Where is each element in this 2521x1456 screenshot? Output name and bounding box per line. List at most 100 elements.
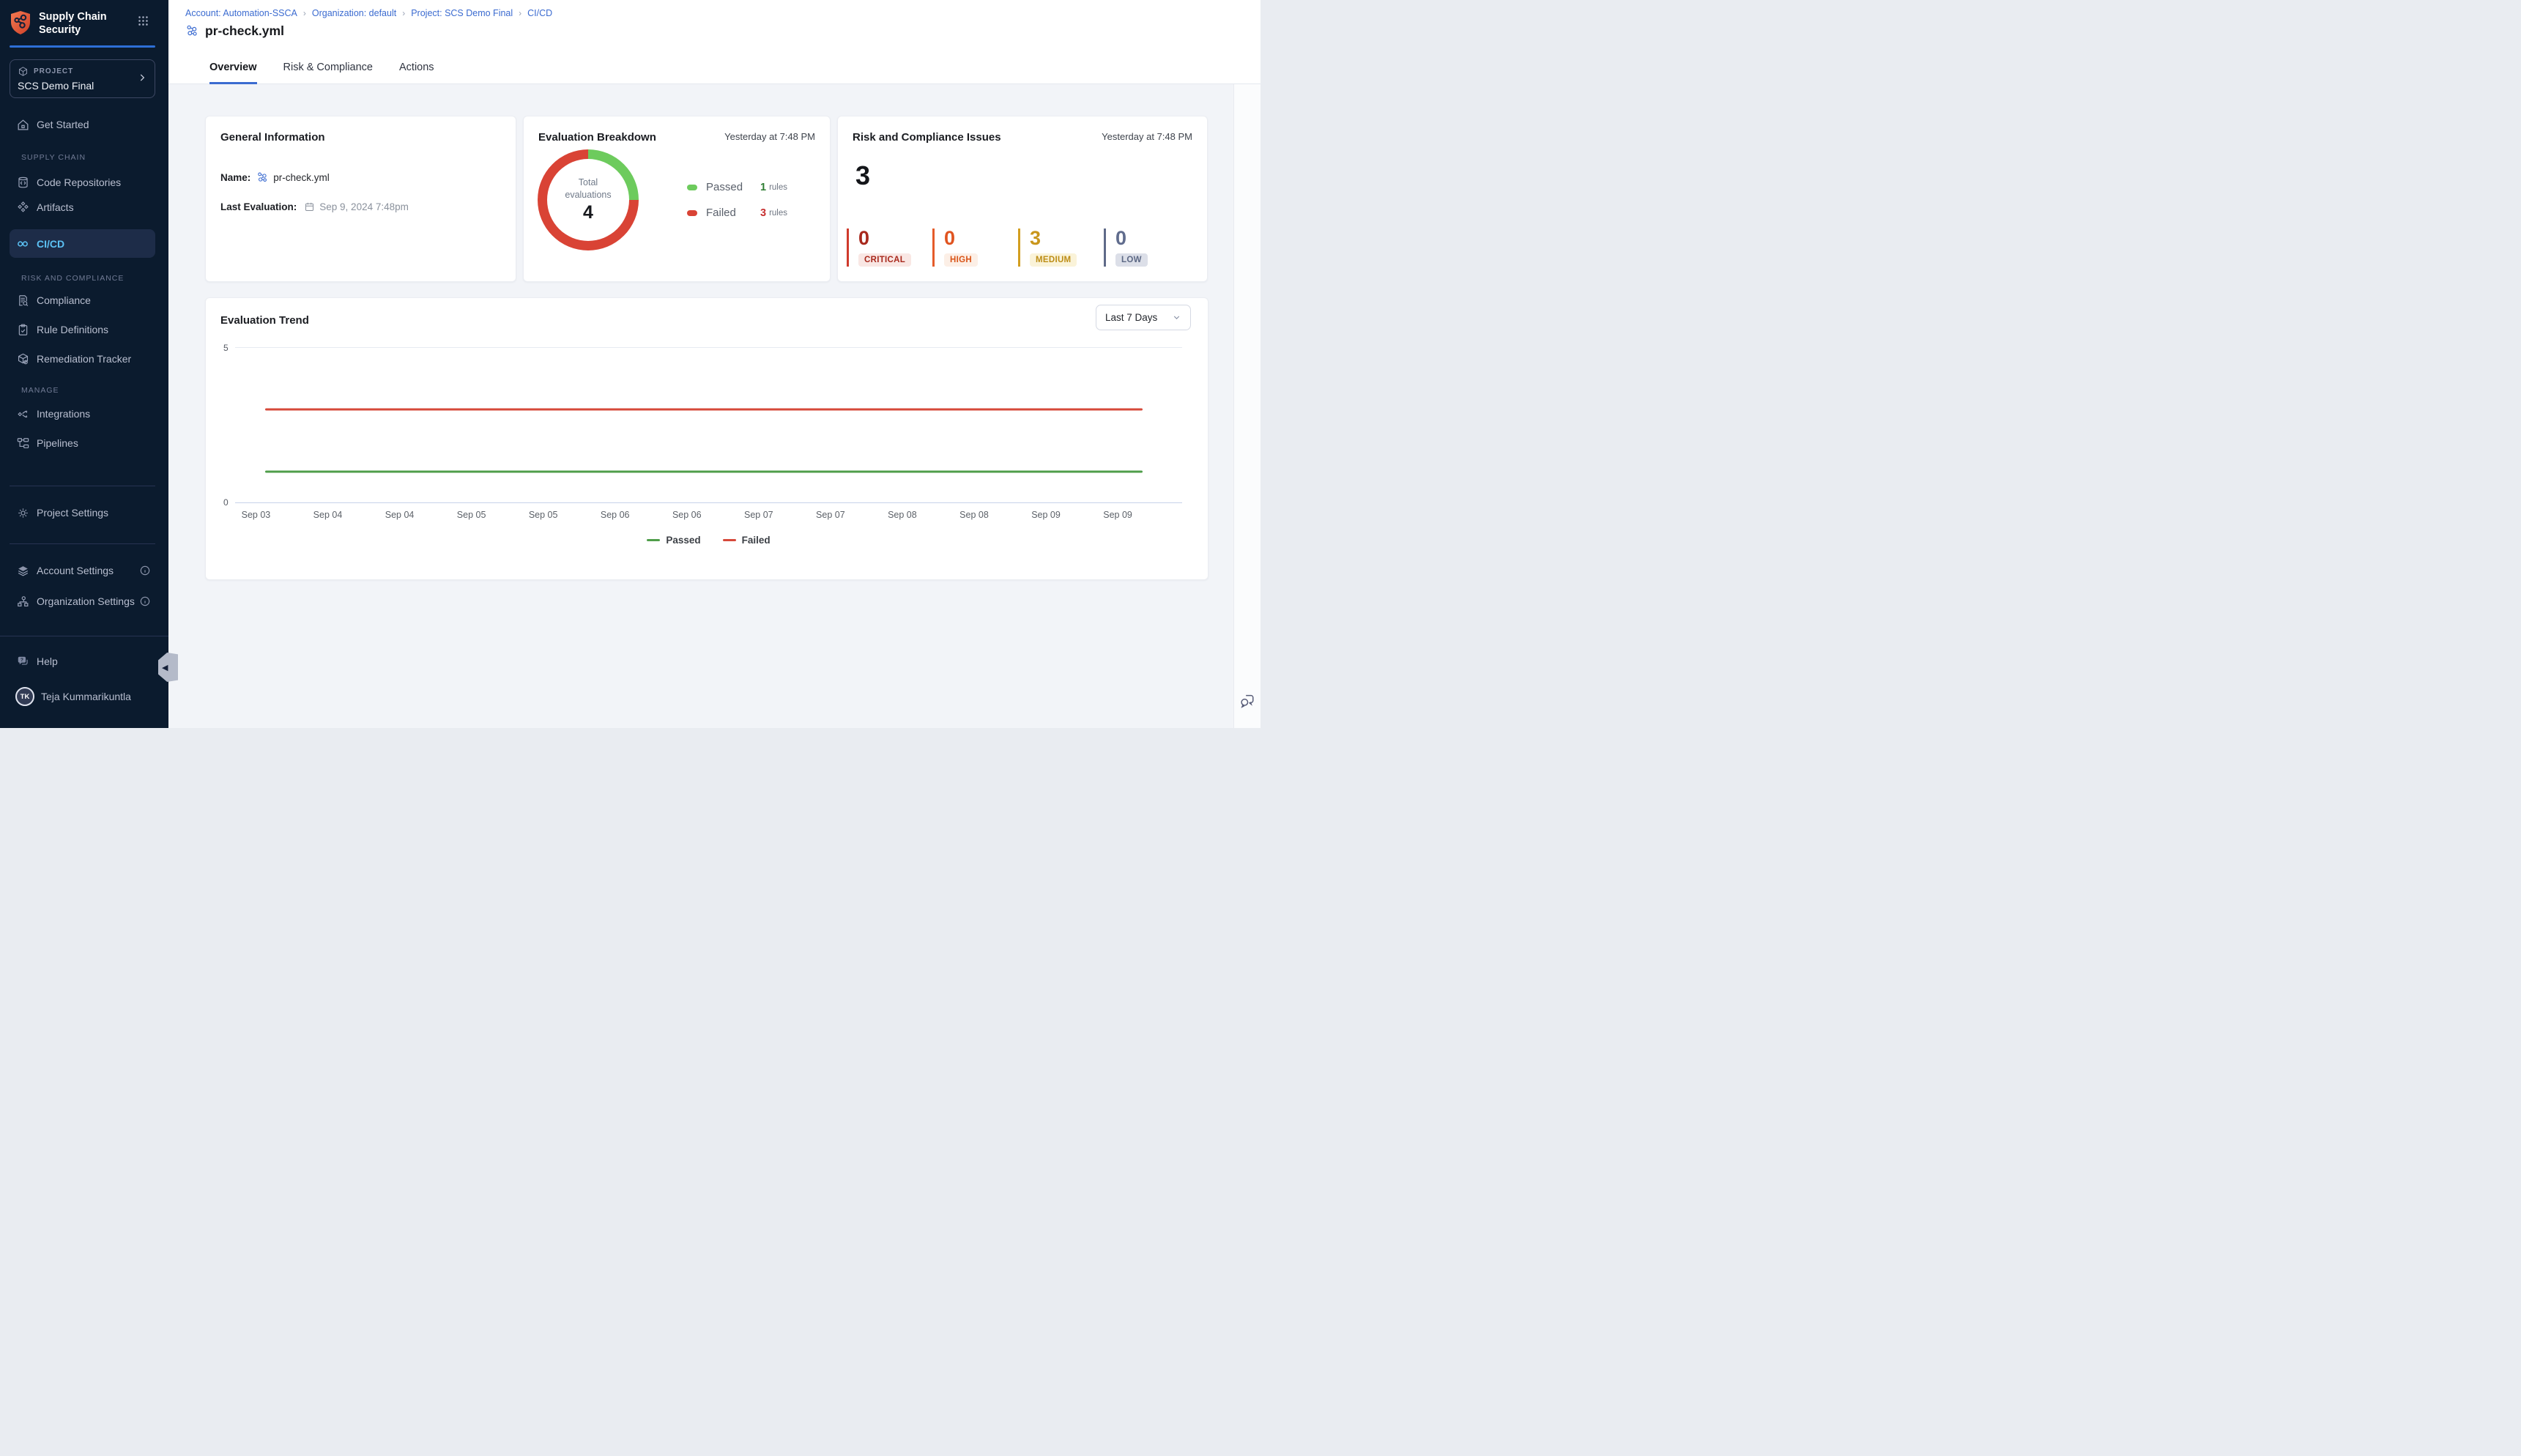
donut-total-value: 4 bbox=[583, 202, 593, 223]
evaluation-trend-card: Evaluation Trend Last 7 Days 5 0 Sep 03 … bbox=[205, 297, 1208, 580]
pipelines-icon bbox=[15, 436, 30, 450]
low-badge: LOW bbox=[1115, 253, 1148, 267]
project-name: SCS Demo Final bbox=[18, 80, 147, 92]
tab-overview[interactable]: Overview bbox=[209, 62, 257, 84]
x-tick: Sep 06 bbox=[672, 510, 702, 520]
sidebar-item-cicd[interactable]: CI/CD bbox=[10, 229, 155, 258]
high-count: 0 bbox=[944, 229, 1018, 248]
donut-center-label: Total evaluations bbox=[555, 177, 621, 201]
sidebar-item-get-started[interactable]: Get Started bbox=[0, 112, 168, 137]
passed-series-line bbox=[265, 470, 1142, 472]
trend-plot: 5 0 Sep 03 Sep 04 Sep 04 Sep 05 Sep 05 S… bbox=[235, 347, 1182, 503]
user-menu[interactable]: TK Teja Kummarikuntla bbox=[0, 684, 168, 709]
card-title: General Information bbox=[220, 131, 325, 144]
sidebar-item-artifacts[interactable]: Artifacts bbox=[0, 195, 168, 220]
legend-passed: Passed bbox=[647, 535, 700, 546]
breadcrumb: Account: Automation-SSCA › Organization:… bbox=[185, 8, 552, 18]
pipeline-name-value: pr-check.yml bbox=[256, 171, 330, 184]
critical-count: 0 bbox=[858, 229, 932, 248]
severity-row: 0 CRITICAL 0 HIGH 3 MEDIUM 0 LOW bbox=[847, 229, 1189, 267]
sidebar-item-remediation-tracker[interactable]: Remediation Tracker bbox=[0, 346, 168, 371]
x-tick: Sep 07 bbox=[816, 510, 845, 520]
x-axis: Sep 03 Sep 04 Sep 04 Sep 05 Sep 05 Sep 0… bbox=[235, 510, 1182, 521]
app-grid-icon[interactable] bbox=[137, 15, 149, 27]
repository-icon bbox=[15, 175, 30, 190]
gear-icon bbox=[15, 505, 30, 520]
passed-dot-icon bbox=[687, 185, 697, 190]
x-tick: Sep 04 bbox=[385, 510, 415, 520]
product-name: Supply Chain Security bbox=[39, 10, 107, 37]
breadcrumb-separator-icon: › bbox=[303, 8, 306, 18]
failed-series-line bbox=[265, 409, 1142, 411]
medium-badge: MEDIUM bbox=[1030, 253, 1077, 267]
breadcrumb-organization[interactable]: Organization: default bbox=[312, 8, 396, 18]
infinity-icon bbox=[15, 237, 30, 251]
sidebar-item-rule-definitions[interactable]: Rule Definitions bbox=[0, 317, 168, 342]
x-tick: Sep 09 bbox=[1103, 510, 1132, 520]
info-icon[interactable] bbox=[139, 595, 151, 607]
sidebar-item-project-settings[interactable]: Project Settings bbox=[0, 500, 168, 525]
donut-legend: Passed 1 rules Failed 3 rules bbox=[687, 181, 787, 219]
org-hierarchy-icon bbox=[15, 594, 30, 609]
tab-actions[interactable]: Actions bbox=[399, 62, 434, 84]
y-axis-tick-max: 5 bbox=[223, 343, 229, 353]
section-title-manage: MANAGE bbox=[0, 386, 168, 395]
severity-high: 0 HIGH bbox=[932, 229, 1018, 267]
artifacts-icon bbox=[15, 200, 30, 215]
x-tick: Sep 05 bbox=[529, 510, 558, 520]
severity-low: 0 LOW bbox=[1104, 229, 1189, 267]
sidebar-item-pipelines[interactable]: Pipelines bbox=[0, 431, 168, 456]
home-icon bbox=[15, 117, 30, 132]
failed-count: 3 bbox=[760, 207, 766, 219]
breadcrumb-account[interactable]: Account: Automation-SSCA bbox=[185, 8, 297, 18]
sidebar-item-account-settings[interactable]: Account Settings bbox=[0, 558, 168, 583]
user-name: Teja Kummarikuntla bbox=[41, 691, 131, 702]
sidebar-item-organization-settings[interactable]: Organization Settings bbox=[0, 589, 168, 614]
sidebar-footer: ? Help TK Teja Kummarikuntla bbox=[0, 636, 168, 709]
integrations-icon bbox=[15, 406, 30, 421]
sidebar-item-help[interactable]: ? Help bbox=[0, 649, 168, 674]
trend-legend: Passed Failed bbox=[235, 535, 1182, 546]
legend-failed: Failed bbox=[723, 535, 771, 546]
section-title-risk-compliance: RISK AND COMPLIANCE bbox=[0, 274, 168, 283]
sidebar: Supply Chain Security PROJECT bbox=[0, 0, 168, 728]
svg-text:?: ? bbox=[20, 658, 23, 663]
info-icon[interactable] bbox=[139, 565, 151, 576]
legend-row-failed: Failed 3 rules bbox=[687, 207, 787, 219]
x-tick: Sep 08 bbox=[888, 510, 917, 520]
failed-line-icon bbox=[723, 539, 736, 541]
sidebar-item-integrations[interactable]: Integrations bbox=[0, 401, 168, 426]
x-tick: Sep 07 bbox=[744, 510, 773, 520]
failed-dot-icon bbox=[687, 210, 697, 216]
x-tick: Sep 05 bbox=[457, 510, 486, 520]
breadcrumb-cicd[interactable]: CI/CD bbox=[527, 8, 552, 18]
card-timestamp: Yesterday at 7:48 PM bbox=[724, 131, 815, 142]
main-content: General Information Name: pr-check.yml bbox=[168, 84, 1233, 728]
last-evaluation-value: Sep 9, 2024 7:48pm bbox=[304, 201, 409, 212]
medium-count: 3 bbox=[1030, 229, 1104, 248]
clipboard-check-icon bbox=[15, 322, 30, 337]
x-tick: Sep 04 bbox=[313, 510, 343, 520]
evaluations-donut-chart: Total evaluations 4 bbox=[538, 149, 639, 250]
critical-badge: CRITICAL bbox=[858, 253, 911, 267]
page-header: Account: Automation-SSCA › Organization:… bbox=[168, 0, 1260, 84]
project-selector[interactable]: PROJECT SCS Demo Final bbox=[10, 59, 155, 98]
product-logo-row: Supply Chain Security bbox=[0, 0, 168, 37]
card-timestamp: Yesterday at 7:48 PM bbox=[1102, 131, 1192, 142]
avatar: TK bbox=[15, 689, 34, 704]
support-chat-icon[interactable] bbox=[1239, 693, 1255, 709]
chevron-down-icon bbox=[1172, 313, 1181, 322]
card-title: Evaluation Trend bbox=[220, 314, 309, 327]
app-window: Supply Chain Security PROJECT bbox=[0, 0, 1260, 728]
tab-risk-compliance[interactable]: Risk & Compliance bbox=[283, 62, 374, 84]
x-tick: Sep 06 bbox=[601, 510, 630, 520]
breadcrumb-separator-icon: › bbox=[519, 8, 521, 18]
sidebar-item-code-repositories[interactable]: Code Repositories bbox=[0, 170, 168, 195]
sidebar-item-compliance[interactable]: Compliance bbox=[0, 288, 168, 313]
general-information-card: General Information Name: pr-check.yml bbox=[205, 116, 516, 282]
calendar-icon bbox=[304, 201, 315, 212]
date-range-dropdown[interactable]: Last 7 Days bbox=[1096, 305, 1191, 330]
help-chat-icon: ? bbox=[15, 654, 30, 669]
breadcrumb-project[interactable]: Project: SCS Demo Final bbox=[411, 8, 513, 18]
project-label: PROJECT bbox=[34, 67, 73, 75]
